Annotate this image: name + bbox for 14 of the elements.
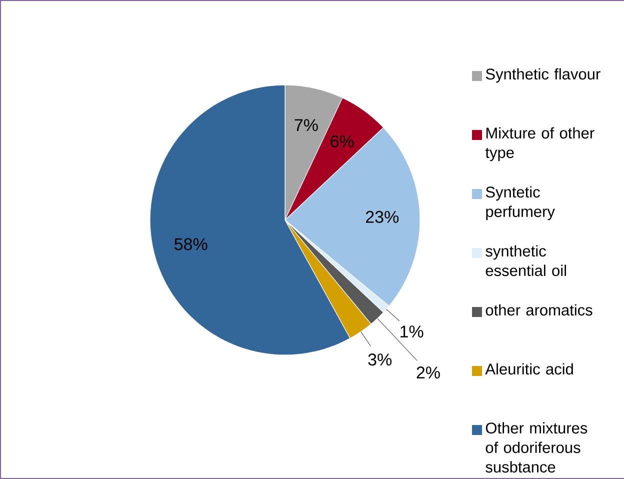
data-label: 23% (366, 210, 399, 223)
data-label: 2% (416, 366, 440, 379)
data-label: 58% (174, 238, 208, 250)
legend-label: Other mixtures of odoriferous susbtance (486, 422, 588, 473)
data-label: 6% (330, 135, 354, 148)
legend-label: Synthetic flavour (486, 68, 600, 83)
data-label: 1% (400, 326, 424, 338)
legend-label: synthetic essential oil (486, 245, 566, 276)
legend-label: Syntetic perfumery (486, 186, 555, 220)
data-label: 7% (294, 119, 318, 132)
data-label: 3% (368, 354, 392, 366)
legend-label: Aleuritic acid (485, 363, 573, 375)
legend-label: other aromatics (486, 304, 592, 316)
legend-label: Mixture of other type (485, 127, 594, 162)
